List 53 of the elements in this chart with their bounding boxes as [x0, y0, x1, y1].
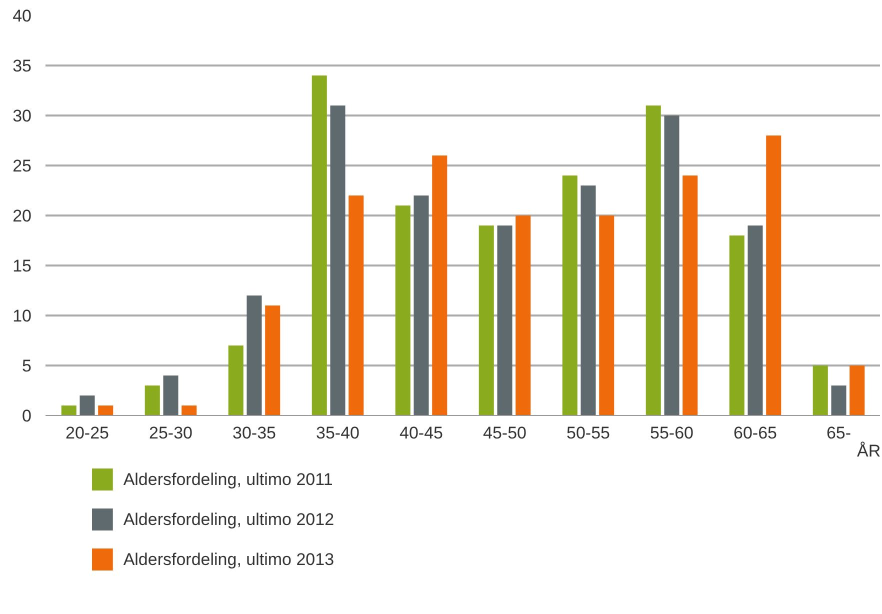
bar: [812, 366, 828, 416]
bar: [664, 116, 680, 416]
bar: [599, 216, 614, 416]
bar: [163, 376, 178, 416]
bar: [831, 386, 846, 416]
bar: [348, 196, 364, 416]
bar: [432, 156, 448, 416]
x-tick-label: 25-30: [149, 424, 192, 442]
legend-label: Aldersfordeling, ultimo 2011: [123, 470, 333, 489]
bar: [228, 346, 244, 416]
x-tick-label: 45-50: [483, 424, 526, 442]
bar: [265, 306, 280, 416]
bar: [516, 216, 531, 416]
y-tick-label: 30: [12, 106, 32, 126]
y-tick-label: 40: [12, 6, 32, 26]
bar: [330, 106, 346, 416]
bar: [646, 106, 661, 416]
bar: [61, 406, 76, 416]
bar: [497, 226, 512, 416]
x-tick-label: 60-65: [734, 424, 777, 442]
bar: [395, 206, 410, 416]
bar: [312, 76, 327, 416]
bar: [80, 396, 95, 416]
bar: [182, 406, 197, 416]
bar: [748, 226, 763, 416]
x-tick-label: 40-45: [400, 424, 443, 442]
bar: [562, 176, 578, 416]
legend-label: Aldersfordeling, ultimo 2012: [123, 510, 334, 529]
x-tick-label: 20-25: [66, 424, 109, 442]
bar: [729, 236, 744, 416]
x-tick-label: 35-40: [316, 424, 360, 442]
bar: [98, 406, 114, 416]
y-tick-label: 20: [12, 206, 32, 226]
x-tick-label: 65-: [826, 424, 852, 442]
bar: [144, 386, 160, 416]
x-tick-label: 30-35: [232, 424, 276, 442]
y-tick-label: 15: [12, 256, 32, 276]
bar: [414, 196, 429, 416]
bar: [682, 176, 698, 416]
y-tick-label: 0: [22, 406, 32, 426]
y-tick-label: 5: [22, 356, 32, 376]
y-tick-label: 10: [12, 306, 32, 326]
bar: [766, 136, 782, 416]
legend-label: Aldersfordeling, ultimo 2013: [123, 550, 334, 569]
bar: [246, 296, 262, 416]
x-tick-label: 55-60: [650, 424, 694, 442]
y-tick-label: 25: [12, 156, 32, 176]
y-tick-label: 35: [12, 56, 32, 76]
x-tick-label: 50-55: [566, 424, 610, 442]
bar: [850, 366, 865, 416]
bar: [478, 226, 494, 416]
x-axis-title: ÅR: [856, 442, 881, 460]
bar: [580, 186, 596, 416]
